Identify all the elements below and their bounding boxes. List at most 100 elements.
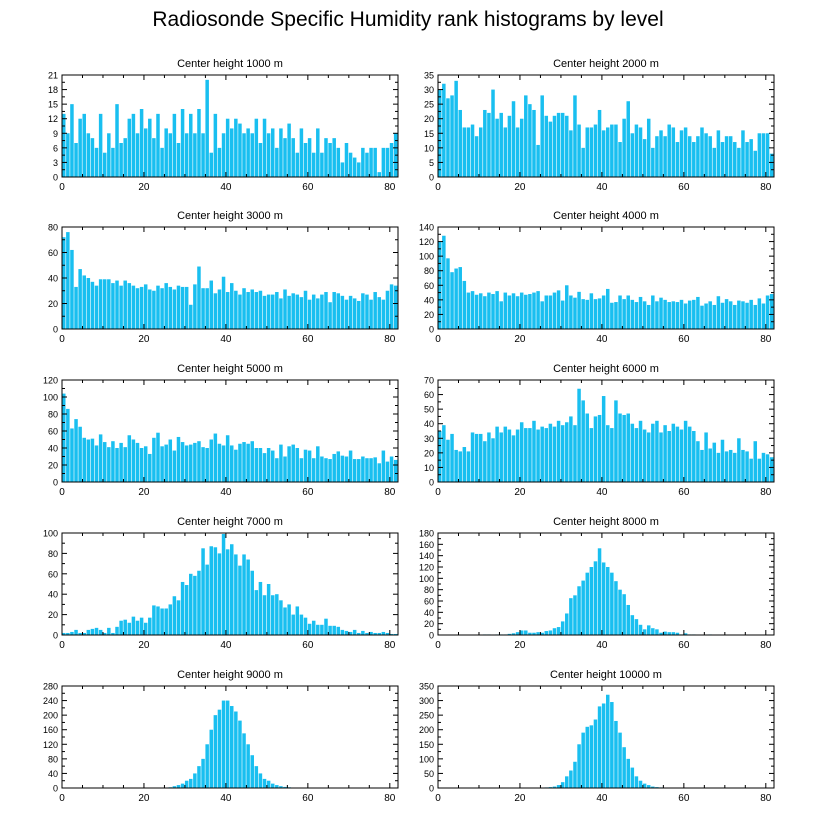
bar (381, 147, 386, 177)
x-tick-label: 40 (596, 334, 608, 345)
bar (82, 437, 86, 482)
bar (213, 547, 218, 635)
x-tick-label: 60 (302, 182, 314, 193)
y-tick-label: 60 (48, 248, 58, 258)
bar (552, 292, 557, 329)
bar (209, 152, 214, 177)
y-tick-label: 20 (424, 619, 434, 629)
bar (152, 290, 156, 329)
x-tick-label: 60 (302, 640, 314, 651)
bar (597, 414, 602, 482)
bar (258, 143, 263, 177)
bar (225, 700, 230, 788)
y-tick-label: 100 (419, 754, 434, 764)
y-tick-label: 60 (424, 281, 434, 291)
bar (234, 290, 238, 329)
bar (143, 622, 148, 635)
bar (733, 304, 737, 329)
bar (205, 564, 209, 635)
bar (663, 631, 667, 635)
bar (569, 598, 573, 635)
bar (499, 301, 503, 329)
bar (581, 147, 585, 177)
bar (242, 133, 246, 177)
bar (589, 567, 594, 635)
bar (642, 429, 647, 482)
bar (663, 136, 667, 177)
bar (651, 295, 655, 329)
bar (275, 292, 279, 329)
bar (139, 448, 144, 482)
bar (659, 130, 663, 177)
bar (225, 435, 230, 482)
bar (127, 435, 132, 482)
bar (143, 284, 148, 329)
bar (622, 414, 626, 482)
bar (258, 290, 263, 329)
bar (442, 235, 446, 329)
bar (683, 420, 688, 482)
bar (295, 152, 300, 177)
bar (238, 565, 242, 635)
bar (279, 786, 283, 788)
bar (606, 127, 610, 177)
bar (332, 138, 336, 177)
bar (266, 448, 271, 482)
panel-title: Center height 7000 m (177, 516, 283, 528)
bar (242, 554, 246, 635)
bar (287, 604, 291, 635)
bar (234, 711, 238, 788)
bar (720, 142, 725, 177)
y-tick-label: 40 (48, 444, 58, 454)
bar (638, 296, 643, 329)
bar (152, 437, 156, 482)
bar (143, 446, 148, 482)
x-tick-label: 20 (138, 487, 150, 498)
bar (270, 128, 275, 177)
y-tick-label: 20 (424, 448, 434, 458)
bar (745, 302, 749, 329)
bar (446, 439, 450, 482)
bar (679, 299, 684, 329)
bar (515, 296, 520, 329)
bar (712, 442, 717, 482)
y-tick-label: 100 (419, 252, 434, 262)
bar (642, 139, 647, 177)
x-tick-label: 0 (59, 640, 65, 651)
bar (606, 425, 610, 482)
bar (385, 632, 390, 635)
x-tick-label: 60 (678, 487, 690, 498)
bar (131, 113, 136, 177)
x-tick-label: 20 (514, 334, 526, 345)
bar (745, 142, 749, 177)
bar (733, 452, 737, 482)
bar (213, 293, 218, 329)
y-tick-label: 0 (53, 325, 58, 335)
bar (369, 631, 373, 635)
x-tick-label: 40 (220, 640, 232, 651)
bar (320, 294, 324, 329)
bar (164, 283, 168, 329)
bar (655, 629, 659, 635)
bar (577, 291, 581, 329)
bar (184, 133, 189, 177)
bar (462, 280, 467, 329)
bar (622, 594, 626, 635)
bar (336, 147, 341, 177)
y-tick-label: 20 (48, 610, 58, 620)
bar (258, 448, 263, 482)
bar (201, 133, 205, 177)
bar (193, 133, 197, 177)
bar (626, 295, 630, 329)
bar (164, 128, 168, 177)
bar (499, 112, 503, 177)
bar (86, 278, 91, 329)
bar (266, 133, 271, 177)
bar (283, 607, 287, 635)
bar (560, 425, 565, 482)
bar (238, 294, 242, 329)
bar (610, 302, 614, 329)
bar (499, 432, 503, 482)
bar (107, 279, 111, 329)
x-tick-label: 60 (678, 793, 690, 804)
